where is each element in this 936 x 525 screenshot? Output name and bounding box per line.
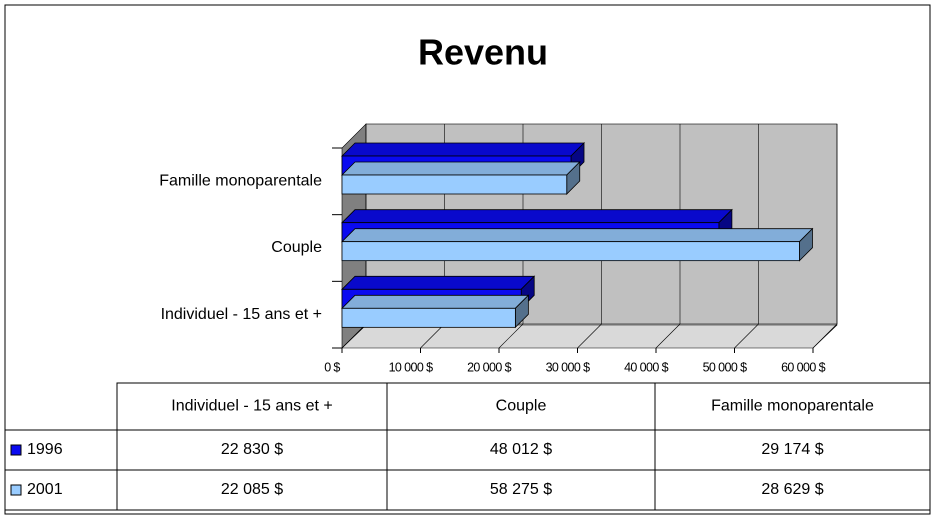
x-tick-label: 10 000 $ xyxy=(389,360,434,374)
floor xyxy=(341,324,838,349)
x-tick-label: 60 000 $ xyxy=(781,360,826,374)
bar xyxy=(341,307,516,328)
grid-line xyxy=(812,323,838,349)
bar-top xyxy=(341,275,536,290)
x-tick-label: 0 $ xyxy=(324,360,340,374)
bar-top xyxy=(341,228,814,243)
y-tick-label: Couple xyxy=(271,239,322,256)
bar-top xyxy=(341,294,530,309)
bar-top xyxy=(341,161,581,176)
table-cell: 22 830 $ xyxy=(221,441,283,458)
table-header: Couple xyxy=(496,398,547,415)
y-tick-label: Famille monoparentale xyxy=(159,173,322,190)
table-cell: 58 275 $ xyxy=(490,481,552,498)
grid-line xyxy=(341,323,367,349)
bar-top xyxy=(341,142,585,157)
x-tick-label: 20 000 $ xyxy=(467,360,512,374)
bar-top xyxy=(341,209,733,224)
table-header: Famille monoparentale xyxy=(711,398,874,415)
bar xyxy=(341,174,568,195)
table-header: Individuel - 15 ans et + xyxy=(171,398,332,415)
grid-line xyxy=(655,323,681,349)
bar xyxy=(341,241,800,262)
x-tick-label: 30 000 $ xyxy=(546,360,591,374)
x-tick-label: 50 000 $ xyxy=(703,360,748,374)
legend-label: 1996 xyxy=(27,441,63,458)
grid-line xyxy=(420,323,445,349)
table-cell: 48 012 $ xyxy=(490,441,552,458)
x-tick-label: 40 000 $ xyxy=(624,360,669,374)
table-cell: 22 085 $ xyxy=(221,481,283,498)
legend-label: 2001 xyxy=(27,481,63,498)
grid-line xyxy=(498,323,524,349)
y-tick-label: Individuel - 15 ans et + xyxy=(161,306,322,323)
grid-line xyxy=(577,323,602,349)
legend-key xyxy=(10,444,22,456)
table-cell: 28 629 $ xyxy=(761,481,823,498)
legend-key xyxy=(10,484,22,496)
grid-line xyxy=(734,323,759,349)
chart-title: Revenu xyxy=(418,32,548,73)
table-cell: 29 174 $ xyxy=(761,441,823,458)
